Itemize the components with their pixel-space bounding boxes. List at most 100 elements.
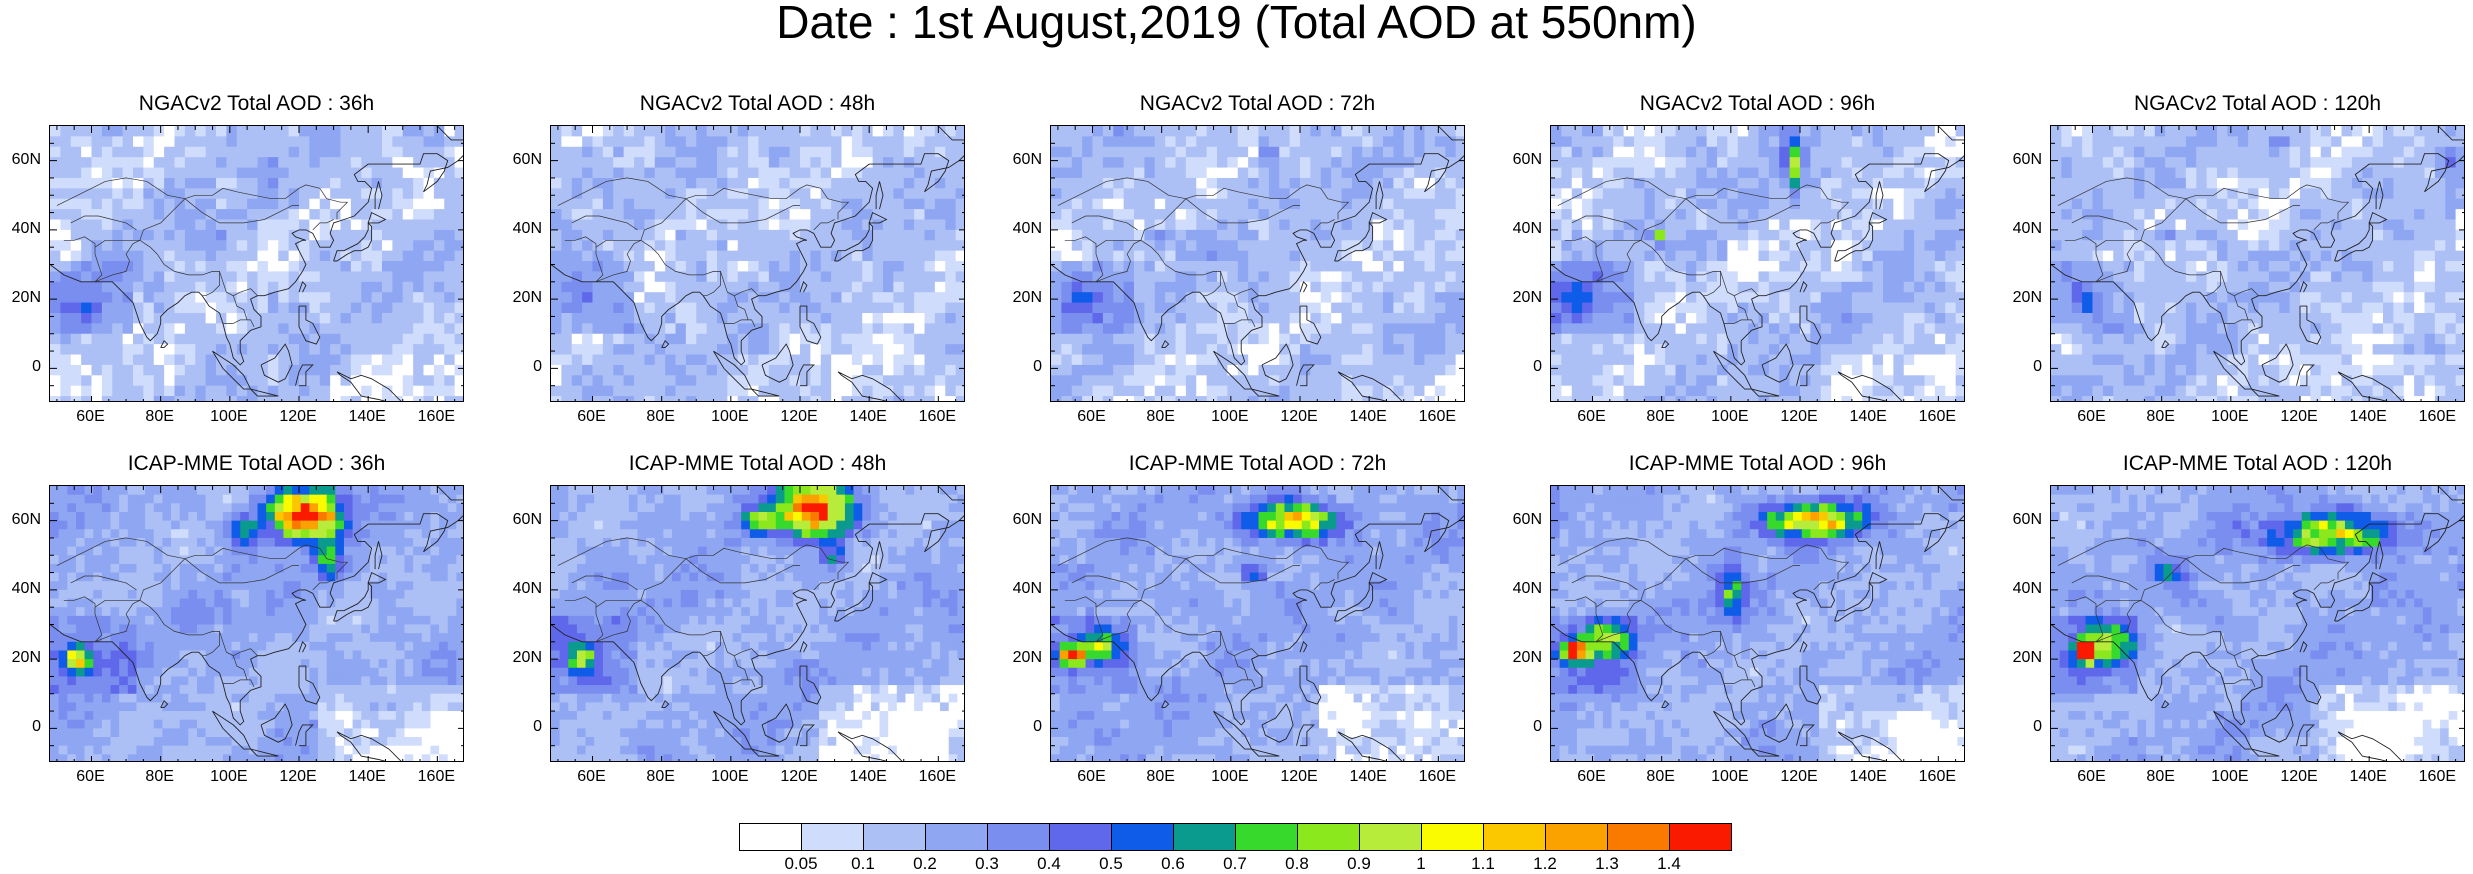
aod-cell [1748, 312, 1760, 324]
aod-cell [236, 281, 248, 293]
aod-cell [654, 344, 666, 356]
aod-cell [1696, 261, 1708, 273]
aod-cell [1571, 229, 1583, 241]
aod-cell [1945, 177, 1957, 189]
aod-cell [1582, 271, 1594, 283]
aod-cell [1331, 126, 1343, 137]
aod-cell [768, 209, 780, 221]
aod-cell [1227, 250, 1239, 262]
aod-cell [433, 344, 445, 356]
aod-cell [1051, 219, 1062, 231]
aod-cell [1414, 396, 1426, 401]
aod-cell [696, 177, 708, 189]
aod-cell [1883, 375, 1894, 387]
aod-cell [50, 375, 61, 387]
aod-cell [1634, 188, 1645, 200]
aod-cell [50, 157, 61, 169]
aod-cell [50, 271, 61, 283]
aod-cell [319, 229, 331, 241]
aod-cell [2341, 136, 2353, 148]
aod-cell [2144, 136, 2156, 148]
aod-cell [851, 240, 863, 252]
country-border [1595, 239, 1642, 283]
aod-cell [1883, 396, 1894, 401]
aod-cell [299, 302, 310, 314]
aod-cell [1227, 157, 1239, 169]
aod-cell [779, 177, 791, 189]
aod-cell [934, 364, 946, 376]
aod-cell [571, 302, 583, 314]
aod-cell [1134, 126, 1145, 137]
aod-cell [299, 396, 310, 401]
aod-cell [1675, 312, 1687, 324]
aod-cell [1602, 302, 1614, 314]
aod-cell [133, 323, 144, 335]
aod-cell [1592, 219, 1604, 231]
y-tick-label: 60N [512, 150, 542, 168]
aod-cell [1237, 188, 1249, 200]
aod-cell [1831, 354, 1843, 366]
aod-cell [1561, 302, 1573, 314]
aod-cell [1779, 323, 1791, 335]
aod-cell [644, 146, 656, 158]
aod-cell [810, 126, 822, 137]
coastline [436, 126, 463, 141]
aod-cell [945, 385, 957, 397]
aod-cell [226, 136, 238, 148]
aod-cell [1248, 177, 1260, 189]
aod-cell [1248, 240, 1260, 252]
aod-cell [226, 261, 238, 273]
aod-cell [1810, 167, 1822, 179]
aod-cell [195, 344, 207, 356]
aod-cell [779, 292, 791, 304]
aod-cell [1789, 146, 1801, 158]
aod-cell [602, 375, 614, 387]
aod-cell [174, 385, 186, 397]
aod-cell [1320, 136, 1332, 148]
aod-cell [50, 281, 61, 293]
aod-cell [592, 229, 604, 241]
aod-cell [433, 157, 445, 169]
aod-cell [1102, 312, 1114, 324]
aod-cell [592, 354, 604, 366]
aod-cell [1893, 157, 1905, 169]
aod-cell [81, 261, 93, 273]
aod-cell [1934, 198, 1946, 210]
aod-cell [226, 271, 238, 283]
aod-cell [2414, 126, 2426, 137]
aod-cell [1634, 281, 1645, 293]
aod-cell [444, 250, 456, 262]
aod-cell [1248, 312, 1260, 324]
aod-cell [91, 250, 103, 262]
aod-cell [613, 261, 625, 273]
aod-cell [893, 126, 905, 137]
aod-cell [1945, 229, 1957, 241]
aod-cell [278, 177, 290, 189]
aod-cell [1634, 271, 1645, 283]
aod-cell [924, 333, 936, 345]
aod-cell [454, 209, 463, 221]
aod-cell [1758, 302, 1770, 314]
aod-cell [1644, 281, 1656, 293]
aod-cell [278, 136, 290, 148]
aod-cell [1883, 240, 1894, 252]
aod-cell [50, 240, 61, 252]
aod-cell [1893, 312, 1905, 324]
aod-cell [1934, 219, 1946, 231]
aod-cell [841, 209, 853, 221]
aod-cell [1758, 136, 1770, 148]
aod-cell [402, 364, 414, 376]
aod-cell [644, 292, 656, 304]
aod-cell [361, 344, 373, 356]
aod-cell [758, 354, 770, 366]
aod-cell [1372, 271, 1384, 283]
aod-cell [551, 344, 562, 356]
aod-cell [1831, 167, 1843, 179]
aod-cell [1706, 344, 1718, 356]
aod-cell [1623, 250, 1635, 262]
aod-cell [1582, 229, 1594, 241]
aod-cell [1424, 302, 1436, 314]
aod-cell [1217, 344, 1228, 356]
aod-cell [288, 385, 300, 397]
aod-cell [1934, 344, 1946, 356]
